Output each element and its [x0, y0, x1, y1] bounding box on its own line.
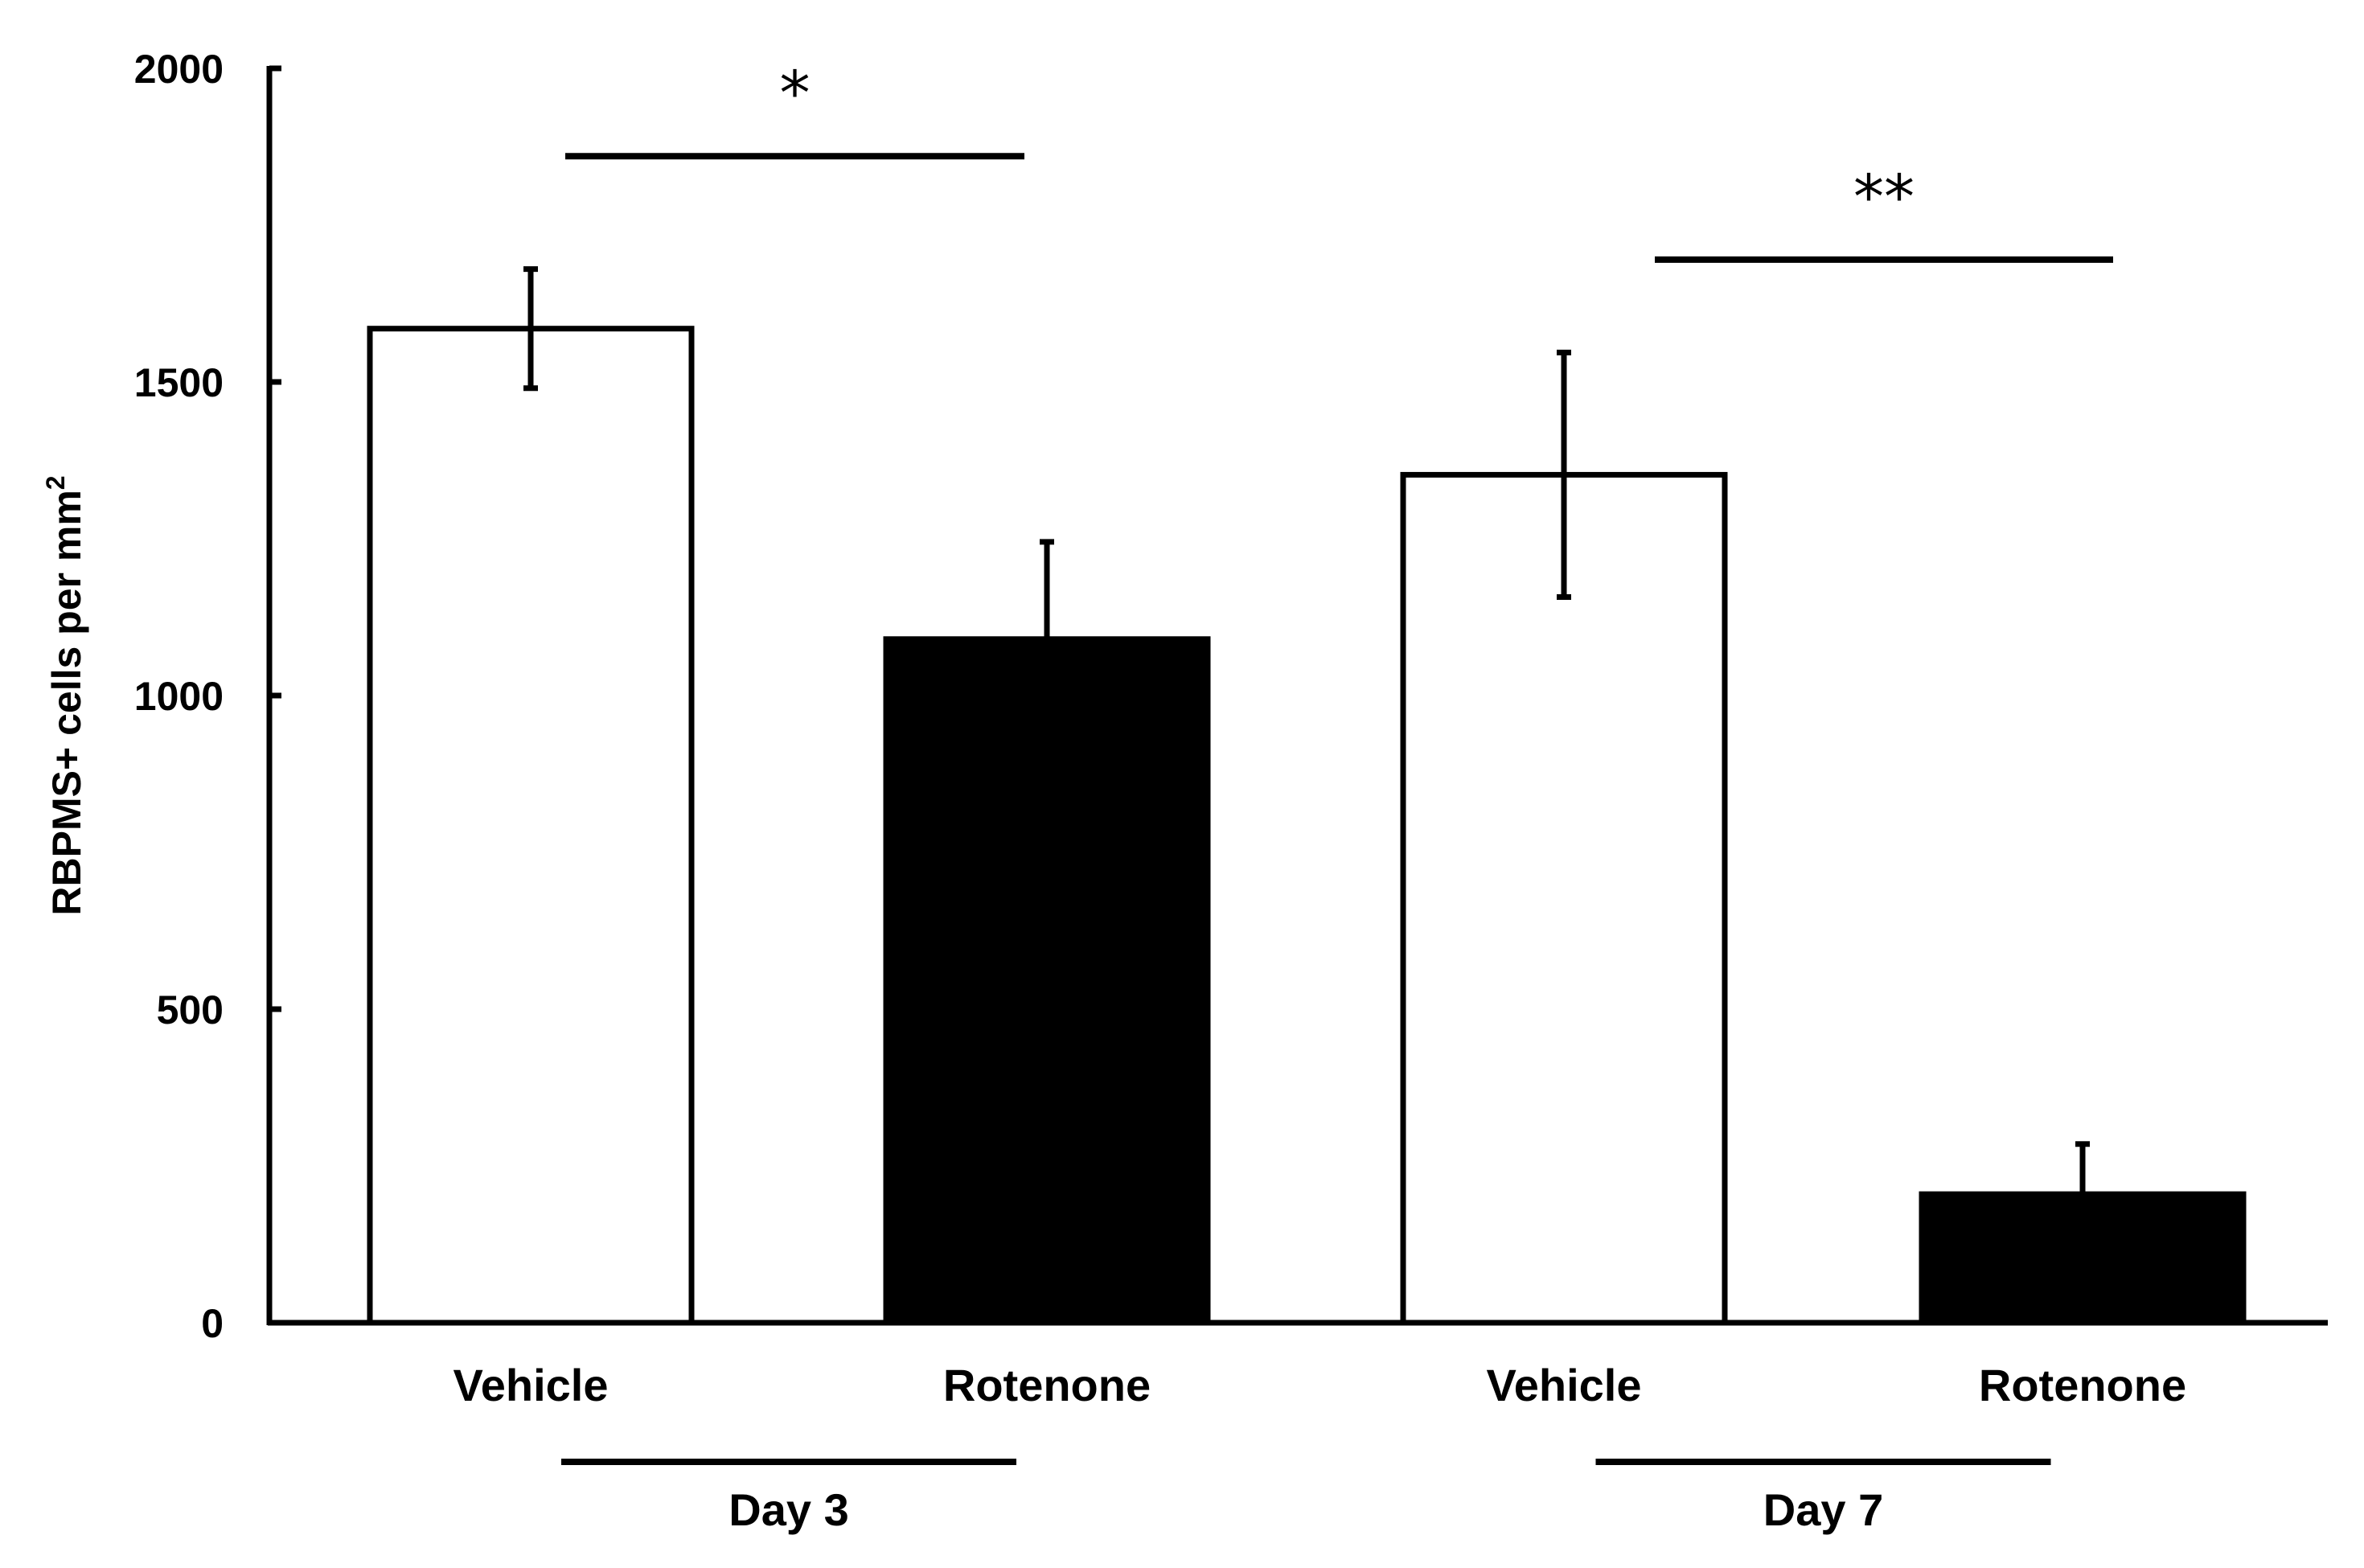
- error-bar-1: [523, 266, 538, 392]
- bar-1: [367, 326, 695, 1326]
- x-tick-label: Vehicle: [453, 1360, 608, 1410]
- y-tick-label: 1000: [134, 674, 224, 719]
- group-label: Day 3: [728, 1484, 848, 1535]
- significance-marker: *: [780, 57, 811, 129]
- group-labels: Day 3 Day 7: [561, 1459, 2051, 1535]
- x-tick-label: Rotenone: [943, 1360, 1151, 1410]
- y-tick-label: 500: [157, 987, 224, 1032]
- error-bar-3: [1557, 349, 1571, 601]
- significance-marker: **: [1853, 161, 1915, 232]
- significance-annotations: ***: [565, 57, 2113, 263]
- error-bar-4: [2075, 1141, 2090, 1247]
- x-tick-label: Vehicle: [1486, 1360, 1641, 1410]
- y-axis-label: RBPMS+ cells per mm2: [41, 475, 89, 915]
- y-tick-label: 0: [201, 1301, 224, 1346]
- y-tick-label: 2000: [134, 47, 224, 92]
- bar-2: [883, 636, 1211, 1326]
- error-bar-2: [1040, 539, 1054, 740]
- bars-layer: [367, 326, 2247, 1326]
- error-bars-layer: [523, 266, 2090, 1247]
- group-label: Day 7: [1763, 1484, 1883, 1535]
- y-axis-label-superscript: 2: [41, 475, 70, 490]
- x-tick-label: Rotenone: [1979, 1360, 2186, 1410]
- y-ticks: 0 500 1000 1500 2000: [134, 47, 281, 1346]
- y-tick-label: 1500: [134, 360, 224, 405]
- bar-3: [1400, 471, 1728, 1326]
- x-tick-labels: Vehicle Rotenone Vehicle Rotenone: [453, 1360, 2186, 1410]
